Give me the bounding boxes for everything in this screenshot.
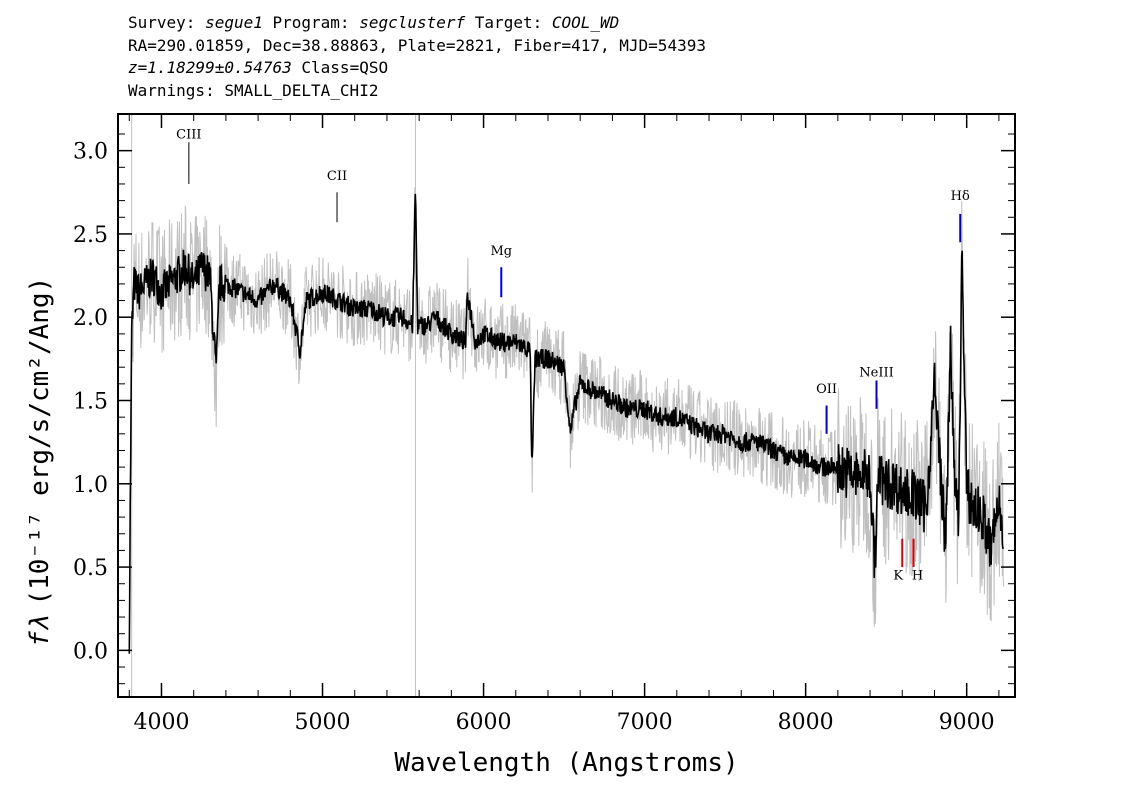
y-tick-label-1.5: 1.5 — [73, 390, 108, 415]
x-tick-label-6000: 6000 — [456, 710, 512, 735]
y-axis-title-group: fλ (10⁻¹⁷ erg/s/cm²/Ang) — [25, 277, 55, 647]
x-tick-label-8000: 8000 — [778, 710, 834, 735]
header-line-coordinates: RA=290.01859, Dec=38.88863, Plate=2821, … — [128, 35, 706, 55]
noise-line — [128, 187, 1005, 627]
line-label-mg: Mg — [490, 244, 512, 259]
flux-series — [128, 193, 1005, 654]
header-line-redshift: z=1.18299±0.54763 Class=QSO — [128, 57, 706, 80]
y-axis-symbol: fλ — [25, 616, 55, 647]
x-tick-label-7000: 7000 — [617, 710, 673, 735]
y-tick-label-0.5: 0.5 — [73, 556, 108, 581]
target-label: Target: — [465, 13, 552, 32]
line-label-neiii: NeIII — [859, 366, 893, 381]
line-label-h: H — [912, 569, 923, 584]
y-tick-label-2.5: 2.5 — [73, 223, 108, 248]
line-label-h: Hδ — [951, 189, 970, 204]
x-tick-label-9000: 9000 — [939, 710, 995, 735]
flux-line — [128, 193, 1005, 654]
survey-label: Survey: — [128, 13, 206, 32]
noise-band — [128, 114, 1005, 697]
target-value: COOL_WD — [551, 13, 620, 32]
x-tick-label-4000: 4000 — [133, 710, 189, 735]
program-value: segclusterf — [359, 13, 466, 32]
y-tick-label-1: 1.0 — [73, 473, 108, 498]
spectral-line-markers: CIII CII Mg OII NeIII Hδ K H — [176, 127, 970, 583]
header-line-survey: Survey: segue1 Program: segclusterf Targ… — [128, 12, 706, 35]
y-tick-label-0: 0.0 — [73, 639, 108, 664]
line-label-k: K — [893, 569, 903, 584]
y-tick-label-2: 2.0 — [73, 306, 108, 331]
spectrum-header: Survey: segue1 Program: segclusterf Targ… — [128, 12, 706, 102]
line-label-cii: CII — [327, 169, 347, 184]
header-line-warnings: Warnings: SMALL_DELTA_CHI2 — [128, 80, 379, 100]
program-label: Program: — [262, 13, 360, 32]
x-axis: 4000 5000 6000 7000 8000 9000 — [128, 114, 1000, 735]
line-label-oii: OII — [816, 382, 837, 397]
redshift-value: z=1.18299±0.54763 — [128, 58, 292, 77]
y-axis: 0.0 0.5 1.0 1.5 2.0 2.5 3.0 — [73, 133, 1015, 685]
y-axis-title: (10⁻¹⁷ erg/s/cm²/Ang) — [25, 277, 55, 606]
survey-value: segue1 — [205, 13, 263, 32]
y-tick-label-3: 3.0 — [73, 140, 108, 165]
x-tick-label-5000: 5000 — [295, 710, 351, 735]
line-label-ciii: CIII — [176, 127, 201, 142]
x-axis-title: Wavelength (Angstroms) — [394, 748, 738, 778]
class-value: Class=QSO — [291, 58, 389, 77]
plot-frame — [117, 113, 1016, 698]
